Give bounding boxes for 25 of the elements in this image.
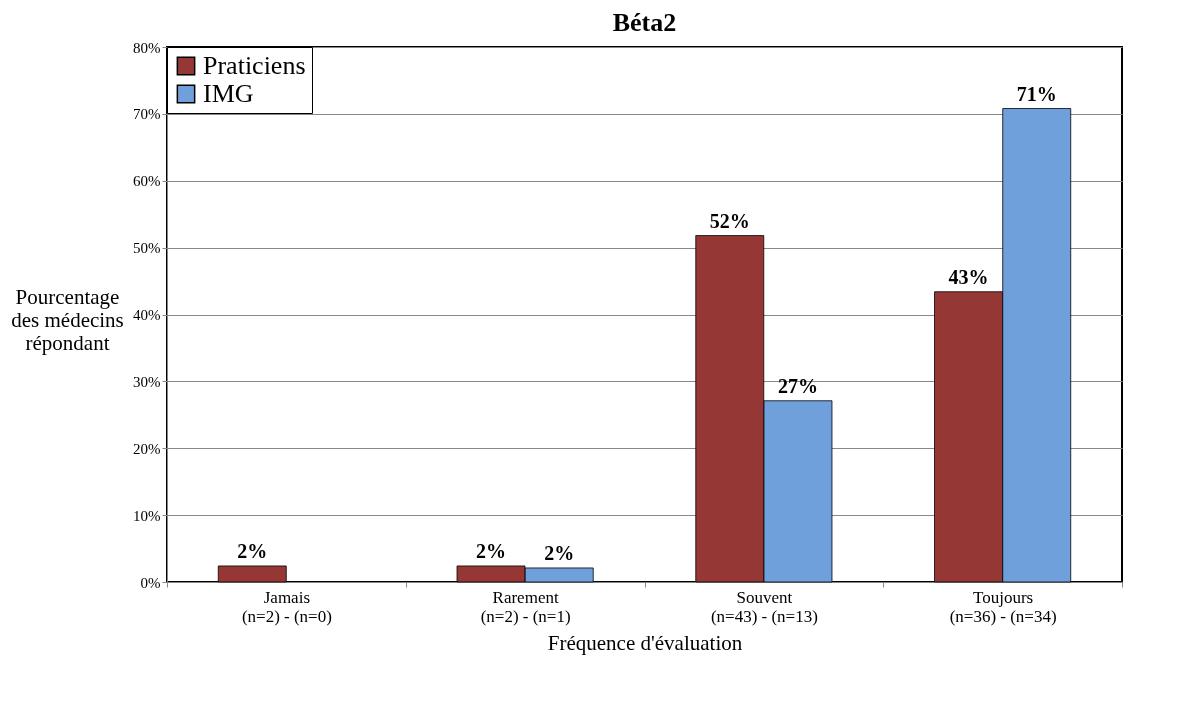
- y-tick-label: 20%: [133, 440, 161, 457]
- chart-title: Béta2: [612, 8, 677, 37]
- y-tick-label: 70%: [133, 106, 161, 123]
- x-axis-title: Fréquence d'évaluation: [547, 630, 743, 655]
- data-label: 43%: [948, 265, 989, 288]
- x-tick-label: Jamais (n=2) - (n=0): [241, 587, 332, 626]
- x-tick-label: Toujours (n=36) - (n=34): [949, 587, 1057, 626]
- y-tick-label: 60%: [133, 173, 161, 190]
- y-tick-label: 30%: [133, 373, 161, 390]
- y-tick-label: 10%: [133, 507, 161, 524]
- y-tick-label: 80%: [133, 39, 161, 56]
- y-tick-label: 0%: [140, 574, 161, 591]
- y-axis-title: Pourcentage des médecins répondant: [11, 284, 124, 355]
- legend-label: Praticiens: [203, 51, 306, 80]
- x-tick-label: Souvent (n=43) - (n=13): [710, 587, 818, 626]
- data-label: 71%: [1016, 82, 1057, 105]
- data-label: 2%: [237, 539, 268, 562]
- x-tick-label: Rarement (n=2) - (n=1): [480, 587, 571, 626]
- data-label: 27%: [777, 374, 818, 397]
- data-label: 2%: [476, 539, 507, 562]
- data-label: 52%: [709, 209, 750, 232]
- y-tick-label: 50%: [133, 240, 161, 257]
- data-label: 2%: [544, 541, 575, 564]
- y-tick-label: 40%: [133, 307, 161, 323]
- legend-label: IMG: [203, 79, 254, 108]
